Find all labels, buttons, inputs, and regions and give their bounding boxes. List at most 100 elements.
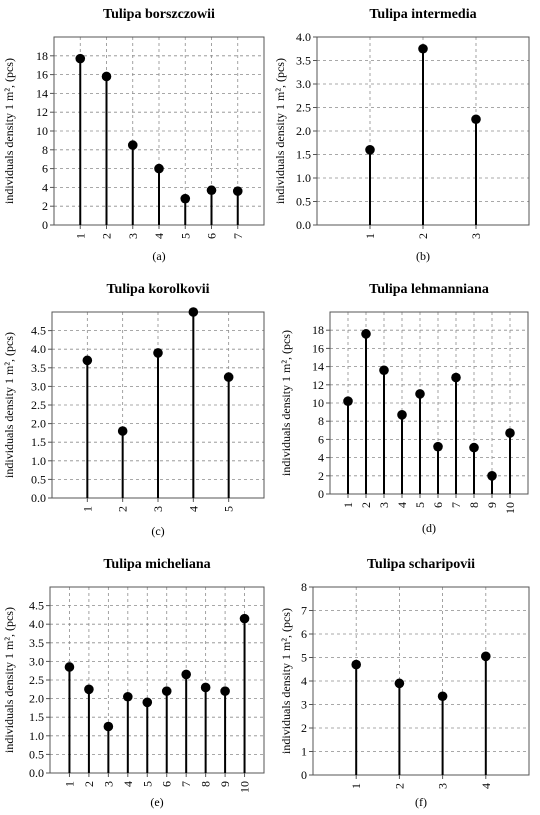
- y-tick-label: 3.0: [296, 77, 311, 91]
- data-point-marker: [181, 669, 191, 680]
- x-tick-label: 3: [377, 502, 391, 508]
- data-point-marker: [84, 684, 94, 695]
- chart-panel-b: Tulipa intermedia 0.0 0.5 1.0 1.5 2.0 2.5 3.0 3.…: [273, 7, 530, 263]
- y-tick-label: 8: [318, 414, 324, 428]
- data-point-marker: [223, 372, 234, 382]
- data-point-marker: [343, 396, 353, 406]
- panel-label: (a): [152, 249, 165, 263]
- chart-panel-f: Tulipa scharipovii 0 1 2 3 4 5 6 7 8 1 2 3 4 individua…: [279, 557, 530, 809]
- data-point-marker: [220, 686, 230, 696]
- x-tick-label: 8: [199, 781, 213, 787]
- data-point-marker: [64, 662, 75, 672]
- x-tick-label: 8: [467, 502, 481, 508]
- data-point-marker: [101, 71, 112, 82]
- panel-label: (d): [422, 521, 436, 535]
- y-axis-label: individuals density 1 m², (pcs): [279, 608, 293, 754]
- data-point-marker: [142, 697, 153, 708]
- x-tick-label: 3: [469, 233, 483, 239]
- y-tick-label: 0: [42, 218, 48, 232]
- y-tick-label: 2.5: [29, 673, 44, 687]
- chart-title: Tulipa micheliana: [103, 557, 210, 572]
- panel-label: (e): [150, 795, 163, 809]
- x-tick-label: 1: [62, 781, 76, 787]
- x-tick-label: 2: [82, 781, 96, 787]
- data-point-marker: [200, 682, 211, 693]
- y-tick-label: 3.5: [296, 54, 311, 68]
- data-point-marker: [397, 410, 407, 420]
- y-tick-label: 18: [36, 49, 48, 63]
- y-tick-label: 6: [42, 162, 48, 176]
- y-tick-label: 1.0: [31, 454, 46, 468]
- y-tick-label: 2: [301, 721, 307, 735]
- y-axis-label: individuals density 1 m², (pcs): [2, 607, 16, 753]
- x-tick-label: 1: [341, 502, 355, 508]
- panel-label: (b): [416, 249, 430, 263]
- data-point-marker: [394, 678, 405, 689]
- y-axis-label: individuals density 1 m², (pcs): [273, 58, 287, 204]
- data-point-marker: [153, 348, 163, 358]
- data-point-marker: [154, 163, 164, 174]
- y-tick-label: 18: [312, 323, 324, 337]
- y-axis-label: individuals density 1 m², (pcs): [2, 58, 16, 204]
- chart-title: Tulipa korolkovii: [106, 282, 209, 297]
- data-point-marker: [361, 329, 371, 339]
- data-point-marker: [232, 186, 243, 196]
- x-tick-label: 10: [503, 502, 517, 514]
- chart-panel-e: Tulipa micheliana 0.0 0.5 1.0 1.5 2.0 2.5 3.0 3.…: [2, 557, 265, 809]
- y-tick-label: 10: [312, 396, 324, 410]
- y-tick-label: 0: [318, 487, 324, 501]
- y-tick-label: 4: [42, 180, 48, 194]
- data-point-marker: [117, 426, 128, 436]
- x-tick-label: 6: [160, 781, 174, 787]
- x-tick-label: 7: [231, 233, 245, 239]
- y-tick-label: 5: [301, 651, 307, 665]
- y-tick-label: 7: [301, 604, 307, 618]
- y-tick-label: 8: [42, 143, 48, 157]
- x-tick-label: 5: [178, 233, 192, 239]
- y-tick-label: 10: [36, 124, 48, 138]
- y-tick-label: 1: [301, 745, 307, 759]
- chart-title: Tulipa scharipovii: [367, 557, 475, 572]
- x-tick-label: 1: [73, 233, 87, 239]
- x-tick-label: 2: [359, 502, 373, 508]
- y-tick-label: 3.5: [31, 361, 46, 375]
- panel-label: (f): [415, 795, 427, 809]
- data-point-marker: [365, 145, 375, 155]
- y-tick-label: 1.0: [29, 729, 44, 743]
- x-tick-label: 6: [431, 502, 445, 508]
- data-point-marker: [103, 721, 114, 732]
- y-tick-label: 6: [301, 627, 307, 641]
- y-tick-label: 0.5: [296, 195, 311, 209]
- y-tick-label: 2.5: [31, 398, 46, 412]
- y-tick-label: 6: [318, 432, 324, 446]
- x-tick-label: 9: [218, 781, 232, 787]
- data-point-marker: [351, 659, 362, 670]
- y-tick-label: 16: [36, 68, 48, 82]
- y-tick-label: 1.5: [31, 435, 46, 449]
- x-tick-label: 2: [392, 783, 406, 789]
- x-tick-label: 1: [363, 233, 377, 239]
- y-tick-label: 1.5: [29, 710, 44, 724]
- y-tick-label: 4.0: [296, 30, 311, 44]
- x-tick-label: 3: [126, 233, 140, 239]
- data-point-marker: [206, 185, 217, 196]
- data-point-marker: [180, 193, 191, 204]
- y-tick-label: 2.5: [296, 101, 311, 115]
- x-tick-label: 3: [436, 783, 450, 789]
- data-point-marker: [487, 471, 497, 481]
- data-point-marker: [415, 389, 425, 399]
- x-tick-label: 3: [151, 506, 165, 512]
- x-tick-label: 2: [416, 233, 430, 239]
- x-tick-label: 7: [179, 781, 193, 787]
- x-tick-label: 1: [349, 783, 363, 789]
- x-tick-label: 9: [485, 502, 499, 508]
- y-tick-label: 3.0: [29, 654, 44, 668]
- y-axis-label: individuals density 1 m², (pcs): [2, 332, 16, 478]
- y-tick-label: 4: [301, 674, 307, 688]
- y-tick-label: 0.5: [29, 747, 44, 761]
- x-tick-label: 5: [140, 781, 154, 787]
- data-point-marker: [127, 140, 138, 150]
- chart-title: Tulipa borszczowii: [103, 7, 215, 22]
